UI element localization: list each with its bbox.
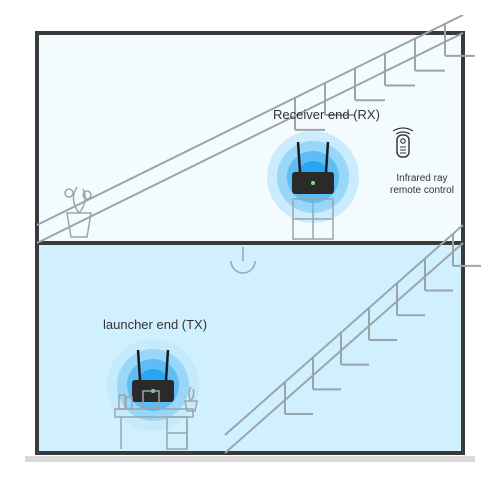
diagram-svg bbox=[15, 15, 485, 485]
bottom-floor-bg bbox=[37, 243, 463, 453]
receiver-label: Receiver end (RX) bbox=[273, 107, 380, 122]
launcher-label: launcher end (TX) bbox=[103, 317, 207, 332]
ground-shadow bbox=[25, 456, 475, 462]
remote-label-line1: Infrared ray bbox=[396, 173, 447, 184]
diagram-frame: Receiver end (RX) launcher end (TX) Infr… bbox=[15, 15, 485, 485]
remote-label-line2: remote control bbox=[390, 185, 454, 196]
remote-control-label: Infrared ray remote control bbox=[390, 173, 454, 196]
